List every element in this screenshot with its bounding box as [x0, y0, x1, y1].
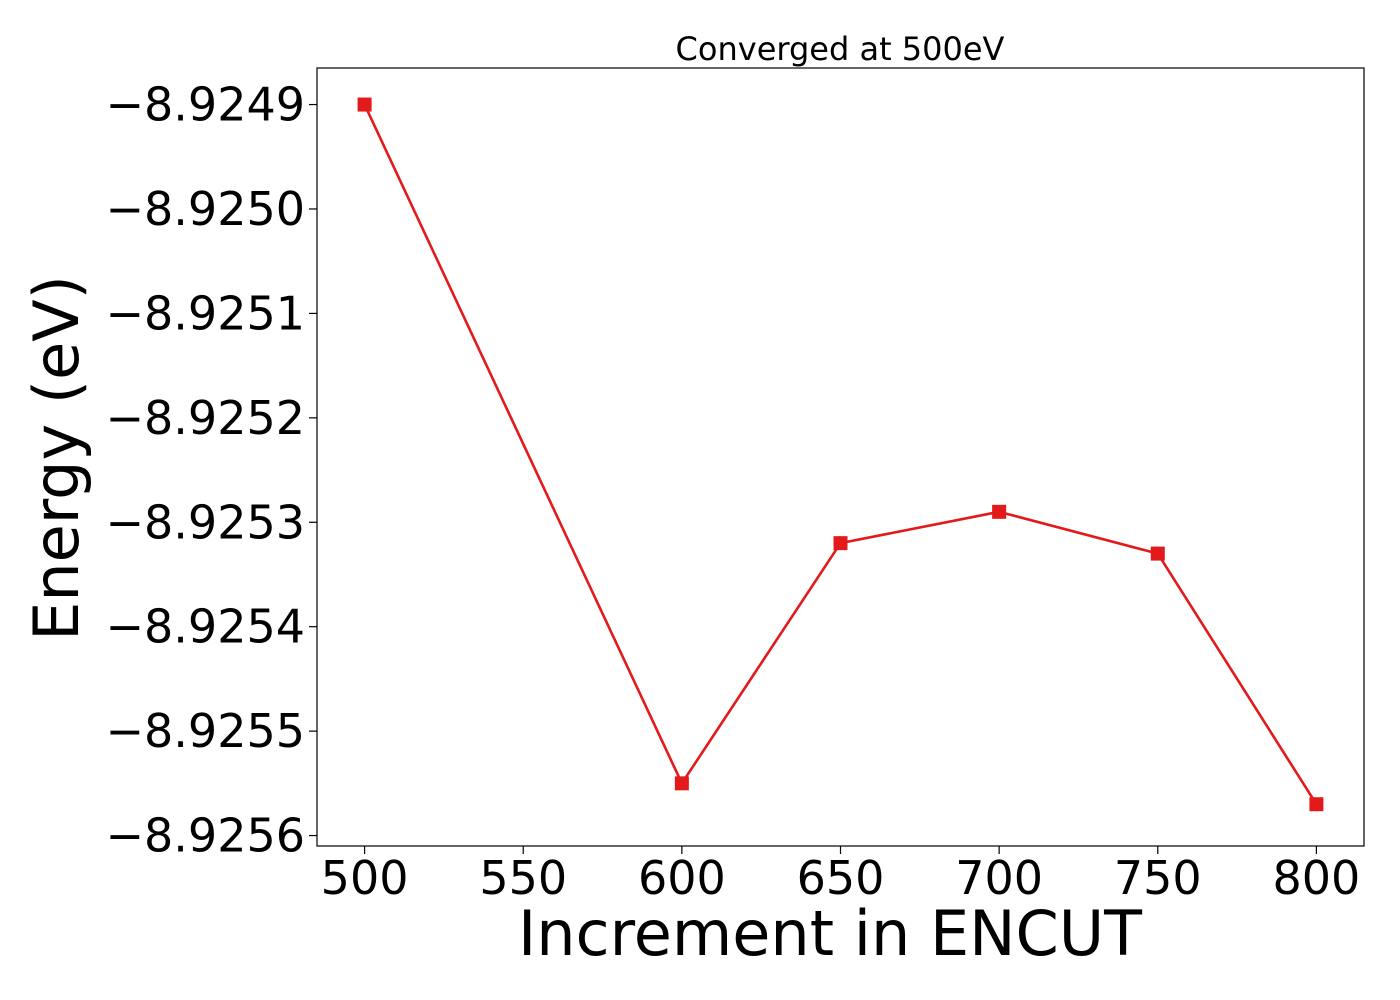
y-axis-ticks: −8.9249 −8.9250 −8.9251 −8.9252 −8.9253 −8.92… — [106, 78, 317, 863]
x-axis-ticks: 500 550 600 650 700 750 800 — [321, 846, 1361, 905]
x-tick-label: 650 — [797, 851, 885, 905]
data-point-marker — [992, 504, 1007, 519]
x-tick-label: 800 — [1273, 851, 1361, 905]
data-point-marker — [833, 536, 848, 551]
data-point-marker — [674, 776, 689, 791]
y-tick-label: −8.9256 — [106, 809, 306, 863]
data-point-marker — [1309, 797, 1324, 812]
series-group — [357, 97, 1324, 812]
y-tick-label: −8.9255 — [106, 704, 306, 758]
y-axis-label: Energy (eV) — [20, 275, 93, 641]
x-tick-label: 750 — [1114, 851, 1202, 905]
y-tick-label: −8.9250 — [106, 182, 306, 236]
x-axis-label: Increment in ENCUT — [518, 897, 1143, 970]
x-tick-label: 550 — [479, 851, 567, 905]
data-point-marker — [357, 97, 372, 112]
y-tick-label: −8.9249 — [106, 78, 306, 132]
y-tick-label: −8.9252 — [106, 391, 306, 445]
chart-title: Converged at 500eV — [676, 30, 1005, 68]
y-tick-label: −8.9251 — [106, 286, 306, 340]
x-tick-label: 700 — [955, 851, 1043, 905]
y-tick-label: −8.9254 — [106, 600, 306, 654]
data-point-marker — [1150, 546, 1165, 561]
y-tick-label: −8.9253 — [106, 495, 306, 549]
plot-frame — [316, 67, 1365, 847]
x-tick-label: 500 — [321, 851, 409, 905]
series-line — [363, 103, 1318, 805]
x-tick-label: 600 — [638, 851, 726, 905]
